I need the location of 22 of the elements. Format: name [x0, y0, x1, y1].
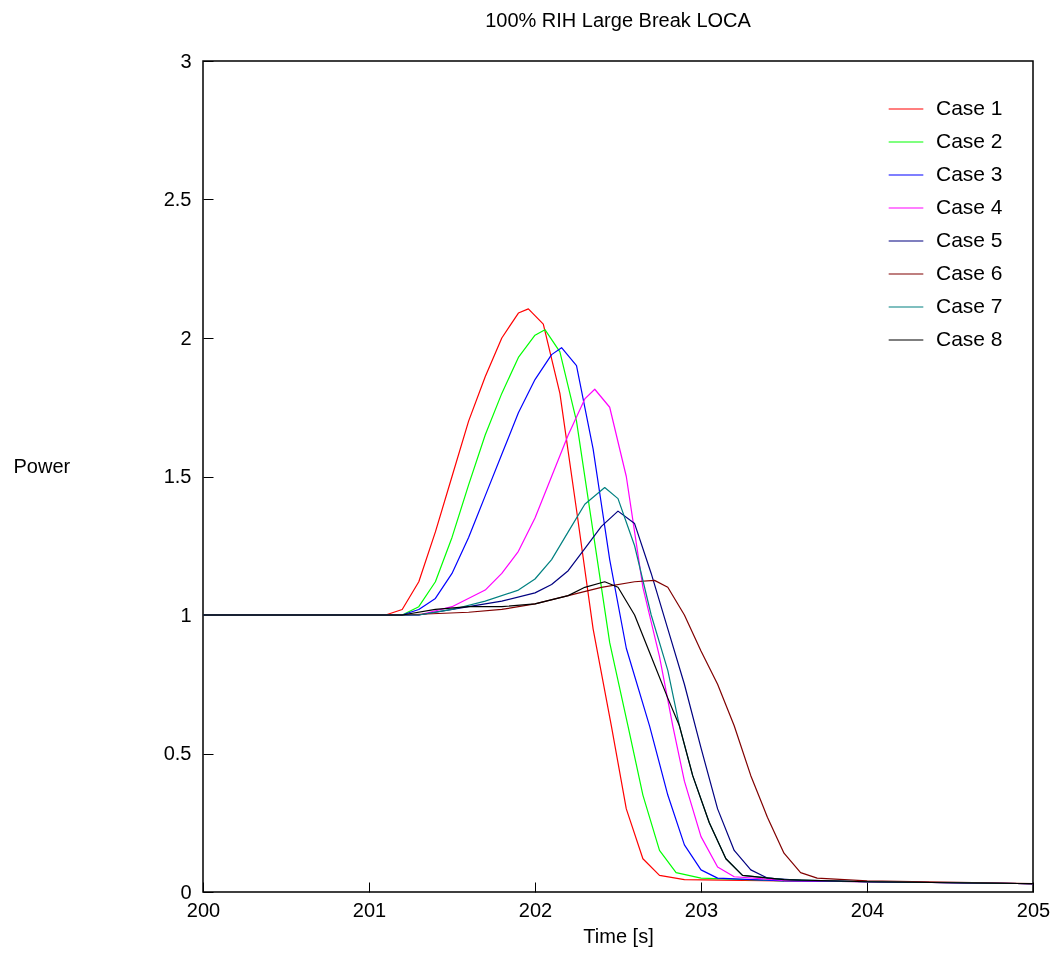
y-tick-label: 2	[180, 326, 192, 349]
x-tick-label: 201	[352, 898, 387, 921]
y-axis-title: Power	[13, 454, 71, 477]
legend-label: Case 5	[936, 228, 1003, 251]
legend-label: Case 4	[936, 195, 1003, 218]
legend-label: Case 6	[936, 261, 1003, 284]
y-tick-label: 0.5	[163, 742, 192, 764]
y-tick-label: 1.5	[163, 465, 192, 487]
legend-label: Case 3	[936, 162, 1003, 185]
x-tick-label: 205	[1016, 898, 1051, 921]
legend-label: Case 7	[936, 294, 1003, 317]
y-tick-label: 2.5	[163, 188, 192, 210]
y-tick-label: 1	[180, 603, 192, 626]
chart-title: 100% RIH Large Break LOCA	[485, 9, 752, 31]
x-tick-label: 202	[518, 898, 553, 921]
legend-label: Case 8	[936, 327, 1003, 350]
x-tick-label: 203	[684, 898, 719, 921]
legend-label: Case 1	[936, 96, 1003, 119]
legend-label: Case 2	[936, 129, 1003, 152]
x-tick-label: 204	[850, 898, 885, 921]
x-axis-title: Time [s]	[583, 924, 654, 947]
y-tick-label: 3	[180, 49, 192, 72]
